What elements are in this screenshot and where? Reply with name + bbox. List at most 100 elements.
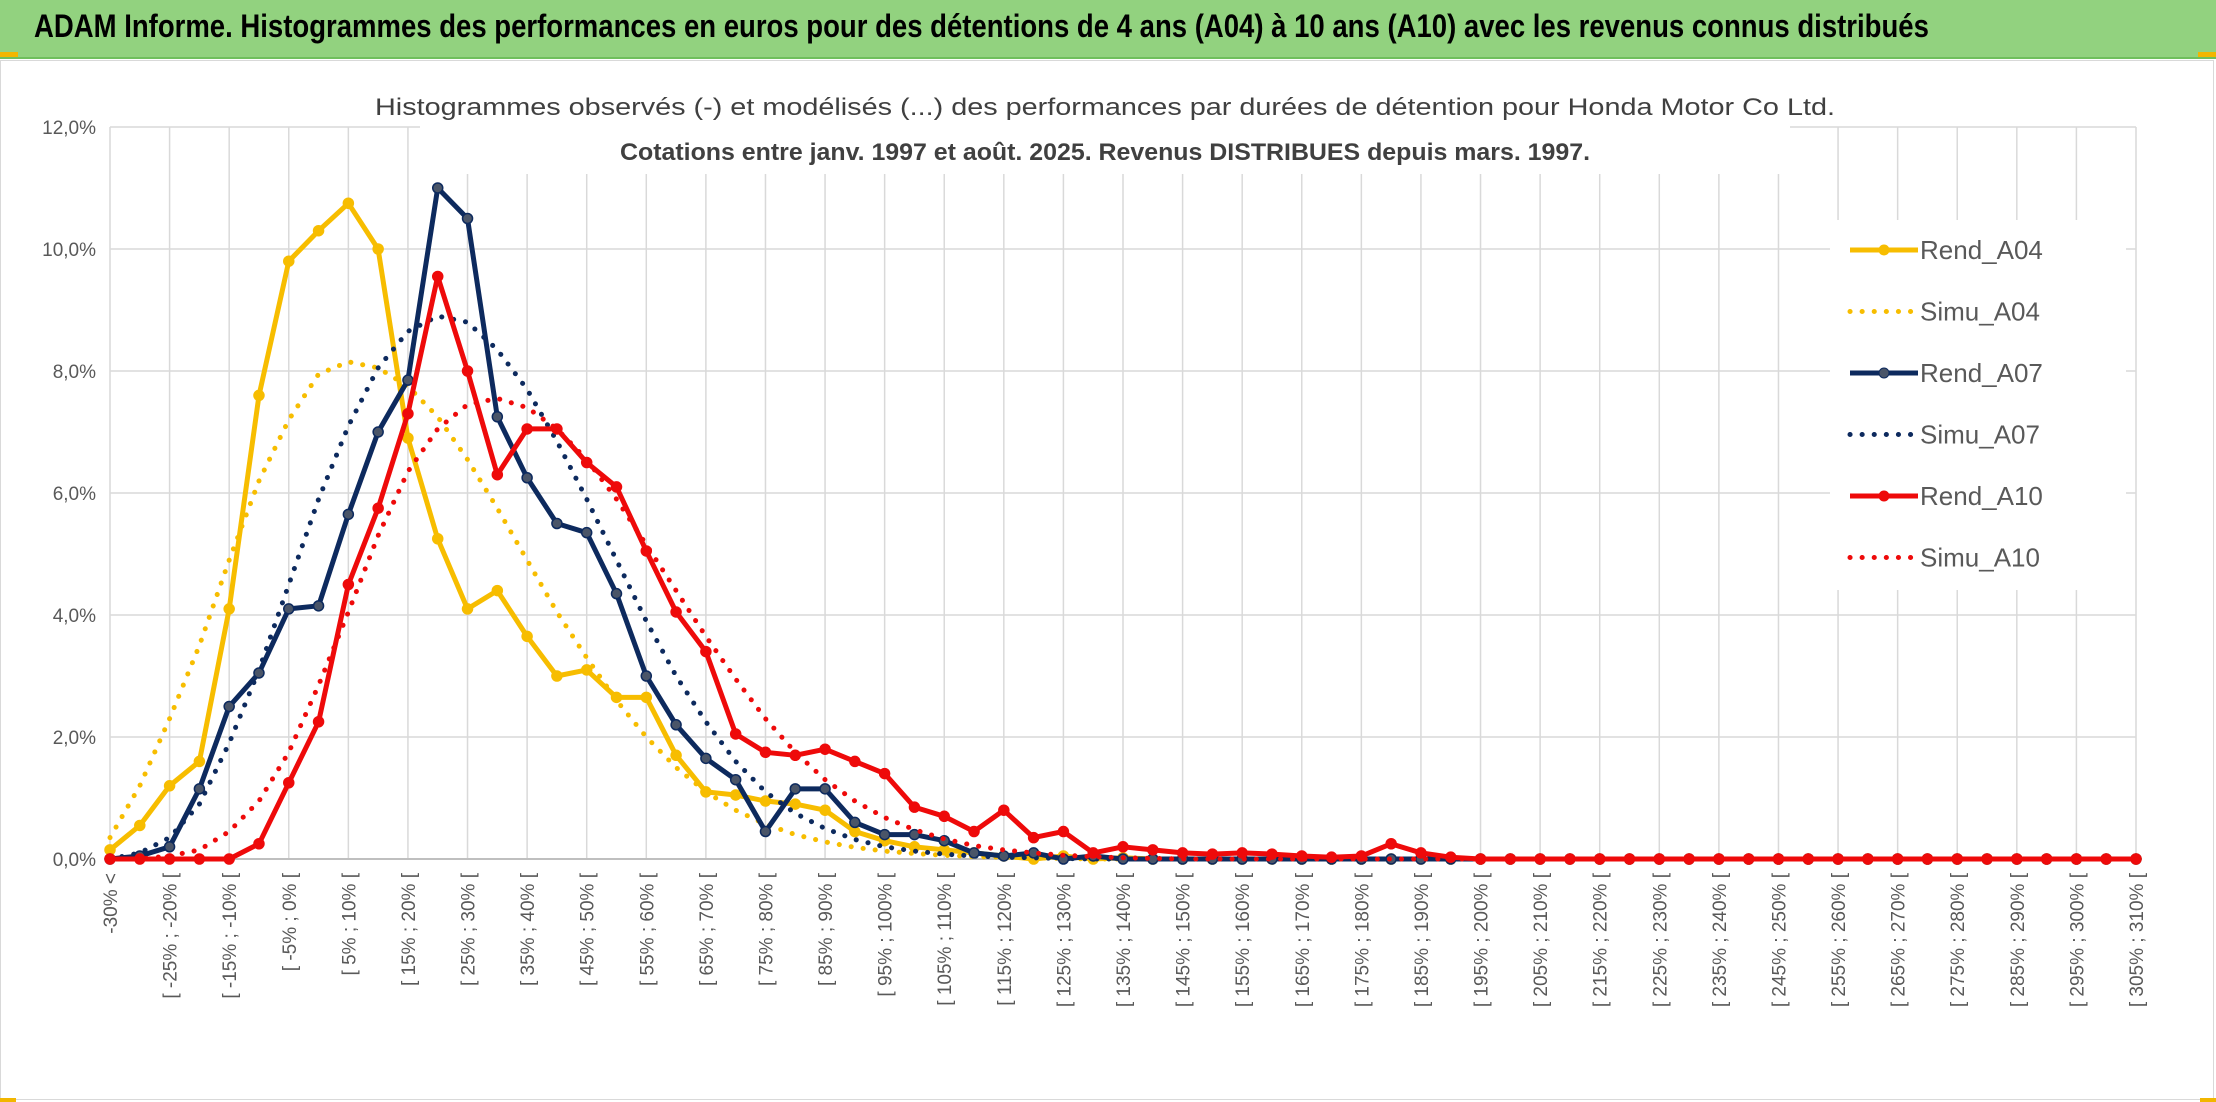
data-point-Rend_A04 — [372, 243, 384, 255]
data-point-Rend_A10 — [2011, 853, 2023, 865]
data-point-Rend_A07 — [491, 411, 504, 423]
data-point-Rend_A04 — [402, 432, 414, 444]
legend-item-Rend_A07: Rend_A07 — [1850, 358, 2043, 388]
x-tick-label: [ 235% ; 240% [ — [1710, 872, 1731, 1007]
data-point-Rend_A10 — [1772, 853, 1785, 865]
legend-label: Simu_A07 — [1920, 420, 2040, 450]
x-tick-label: [ 185% ; 190% [ — [1412, 872, 1433, 1007]
x-tick-label: [ 5% ; 10% [ — [339, 872, 360, 975]
data-point-Rend_A10 — [1027, 831, 1040, 844]
x-tick-label: [ 85% ; 90% [ — [816, 872, 837, 986]
data-point-Rend_A04 — [223, 603, 235, 615]
data-point-Rend_A07 — [431, 182, 444, 194]
x-tick-label: [ 75% ; 80% [ — [756, 872, 777, 986]
data-point-Rend_A07 — [908, 828, 921, 841]
x-tick-label: [ 35% ; 40% [ — [518, 872, 539, 986]
data-point-Rend_A04 — [819, 804, 831, 816]
x-tick-label: [ 55% ; 60% [ — [637, 872, 658, 986]
data-point-Rend_A10 — [283, 777, 295, 789]
data-point-Rend_A07 — [551, 517, 563, 530]
data-point-Rend_A10 — [491, 468, 504, 481]
data-point-Rend_A10 — [104, 853, 116, 865]
y-tick-label: 10,0% — [42, 240, 96, 261]
grid-layer: 0,0% 2,0% 4,0% 6,0% 8,0% 10,0% 12,0% -30% < [ -2… — [42, 118, 2148, 1007]
data-point-Rend_A10 — [1444, 851, 1457, 863]
data-point-Rend_A07 — [461, 212, 474, 225]
data-point-Rend_A10 — [402, 407, 414, 420]
data-point-Rend_A07 — [789, 783, 802, 795]
data-point-Rend_A10 — [1415, 847, 1427, 859]
data-point-Rend_A04 — [193, 755, 206, 768]
legend-item-Simu_A07: Simu_A07 — [1847, 420, 2040, 450]
x-tick-label: [ 95% ; 100% [ — [876, 872, 897, 996]
data-point-Rend_A04 — [729, 789, 742, 801]
data-point-Rend_A10 — [1951, 853, 1963, 865]
data-point-Rend_A04 — [640, 691, 653, 704]
x-tick-label: [ 105% ; 110% [ — [935, 872, 956, 1005]
legend-label: Simu_A04 — [1920, 297, 2040, 327]
data-point-Rend_A04 — [431, 533, 444, 545]
chart-title-line-2: Cotations entre janv. 1997 et août. 2025… — [620, 139, 1590, 166]
data-point-Rend_A07 — [729, 773, 742, 786]
data-point-Rend_A10 — [2070, 853, 2083, 865]
x-tick-label: [ 65% ; 70% [ — [697, 872, 718, 986]
y-tick-label: 2,0% — [53, 728, 96, 749]
y-tick-label: 8,0% — [53, 362, 96, 383]
x-tick-label: [ 165% ; 170% [ — [1293, 872, 1314, 1007]
data-point-Rend_A07 — [998, 850, 1010, 862]
x-tick-label: [ 15% ; 20% [ — [399, 872, 420, 986]
data-point-Rend_A10 — [1504, 853, 1517, 865]
data-point-Rend_A07 — [819, 783, 831, 795]
legend-item-Rend_A10: Rend_A10 — [1850, 481, 2043, 511]
data-point-Rend_A07 — [283, 603, 295, 615]
data-point-Rend_A04 — [461, 603, 474, 615]
data-point-Rend_A10 — [1206, 848, 1219, 860]
header-accent-left — [0, 52, 18, 57]
data-point-Rend_A10 — [1683, 853, 1695, 865]
data-point-Rend_A10 — [1713, 853, 1725, 865]
data-point-Rend_A10 — [1981, 853, 1993, 865]
data-point-Rend_A10 — [193, 853, 206, 865]
y-tick-label: 12,0% — [42, 118, 96, 139]
y-tick-label: 6,0% — [53, 484, 96, 505]
data-point-Rend_A07 — [580, 526, 593, 539]
data-point-Rend_A07 — [521, 472, 533, 484]
data-point-Rend_A04 — [491, 584, 504, 597]
legend-label: Rend_A10 — [1920, 481, 2043, 511]
data-point-Rend_A07 — [849, 816, 861, 829]
data-point-Rend_A10 — [1742, 853, 1755, 865]
data-point-Rend_A10 — [610, 481, 623, 493]
data-point-Rend_A04 — [551, 670, 563, 682]
data-point-Rend_A10 — [878, 767, 891, 780]
data-point-Rend_A07 — [968, 847, 980, 859]
x-tick-label: [ 125% ; 130% [ — [1054, 872, 1075, 1007]
data-point-Rend_A10 — [253, 838, 265, 850]
data-point-Rend_A04 — [253, 389, 265, 402]
data-point-Rend_A10 — [1117, 841, 1129, 853]
data-point-Rend_A10 — [1653, 853, 1666, 865]
legend-marker — [1878, 490, 1890, 502]
x-tick-label: [ 285% ; 290% [ — [2008, 872, 2029, 1007]
data-point-Rend_A10 — [759, 746, 772, 758]
legend-label: Rend_A04 — [1920, 235, 2043, 265]
data-point-Rend_A10 — [1891, 853, 1904, 865]
footer-accent-right — [2200, 1098, 2216, 1102]
data-point-Rend_A07 — [640, 670, 653, 682]
x-tick-label: -30% < — [101, 873, 122, 934]
data-point-Rend_A10 — [1176, 847, 1189, 859]
header-bar: ADAM Informe. Histogrammes des performan… — [0, 0, 2216, 59]
data-point-Rend_A10 — [1385, 838, 1397, 850]
data-point-Rend_A10 — [700, 645, 712, 658]
data-point-Rend_A10 — [163, 853, 176, 865]
y-tick-label: 4,0% — [53, 606, 96, 627]
data-point-Rend_A10 — [1862, 853, 1874, 865]
x-tick-label: [ 175% ; 180% [ — [1352, 872, 1373, 1007]
x-tick-label: [ 265% ; 270% [ — [1889, 872, 1910, 1007]
data-point-Rend_A10 — [521, 423, 533, 435]
data-point-Rend_A07 — [759, 825, 772, 838]
x-tick-label: [ 155% ; 160% [ — [1233, 872, 1254, 1007]
legend-item-Simu_A10: Simu_A10 — [1847, 543, 2040, 573]
footer-accent-left — [0, 1098, 16, 1102]
chart-title-background — [420, 84, 1790, 174]
